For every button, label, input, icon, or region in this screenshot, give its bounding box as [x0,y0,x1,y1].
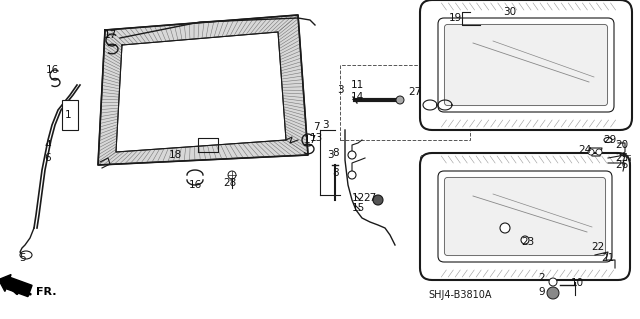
Polygon shape [116,32,286,152]
Text: 2: 2 [539,273,545,283]
Circle shape [396,96,404,104]
Text: 18: 18 [168,150,182,160]
Text: 14: 14 [350,92,364,102]
Circle shape [547,287,559,299]
Text: FR.: FR. [36,287,56,297]
Text: 3: 3 [326,150,333,160]
Polygon shape [98,15,308,165]
Text: 21: 21 [602,253,614,263]
Text: 22: 22 [591,242,605,252]
Text: 6: 6 [45,153,51,163]
Bar [420,155,630,270]
Text: 9: 9 [539,287,545,297]
Text: 8: 8 [333,168,339,178]
Circle shape [588,149,594,155]
FancyBboxPatch shape [438,171,612,262]
Text: 4: 4 [45,140,51,150]
Text: 25: 25 [616,153,628,163]
Text: 11: 11 [350,80,364,90]
Text: 10: 10 [570,278,584,288]
Text: 19: 19 [449,13,461,23]
Text: 26: 26 [616,160,628,170]
FancyBboxPatch shape [444,177,605,256]
Circle shape [596,149,602,155]
FancyBboxPatch shape [444,24,607,106]
Circle shape [348,151,356,159]
FancyArrow shape [0,275,32,297]
Text: 24: 24 [579,145,591,155]
Text: 30: 30 [504,7,516,17]
Ellipse shape [604,137,612,143]
Text: 27: 27 [364,193,376,203]
Text: 15: 15 [351,203,365,213]
Text: SHJ4-B3810A: SHJ4-B3810A [428,290,492,300]
Circle shape [228,171,236,179]
Bar [340,65,470,140]
Text: 16: 16 [188,180,202,190]
Text: 23: 23 [522,237,534,247]
Text: 12: 12 [351,193,365,203]
FancyBboxPatch shape [420,0,632,130]
Text: 3: 3 [322,120,328,130]
Text: 8: 8 [333,148,339,158]
Text: 17: 17 [303,135,317,145]
Text: 3: 3 [337,85,343,95]
FancyBboxPatch shape [420,153,630,280]
Text: 5: 5 [19,253,26,263]
Circle shape [373,195,383,205]
Text: 1: 1 [65,110,71,120]
Text: 27: 27 [408,87,422,97]
Circle shape [521,236,529,244]
Text: 13: 13 [309,133,323,143]
FancyBboxPatch shape [438,18,614,112]
Text: 20: 20 [616,140,628,150]
Ellipse shape [20,251,32,259]
Text: 28: 28 [223,178,237,188]
Text: 29: 29 [604,135,616,145]
Text: 7: 7 [313,122,319,132]
Circle shape [549,278,557,286]
Circle shape [500,223,510,233]
Bar [62,100,78,130]
Text: 16: 16 [45,65,59,75]
Text: 17: 17 [104,30,116,40]
Circle shape [348,171,356,179]
